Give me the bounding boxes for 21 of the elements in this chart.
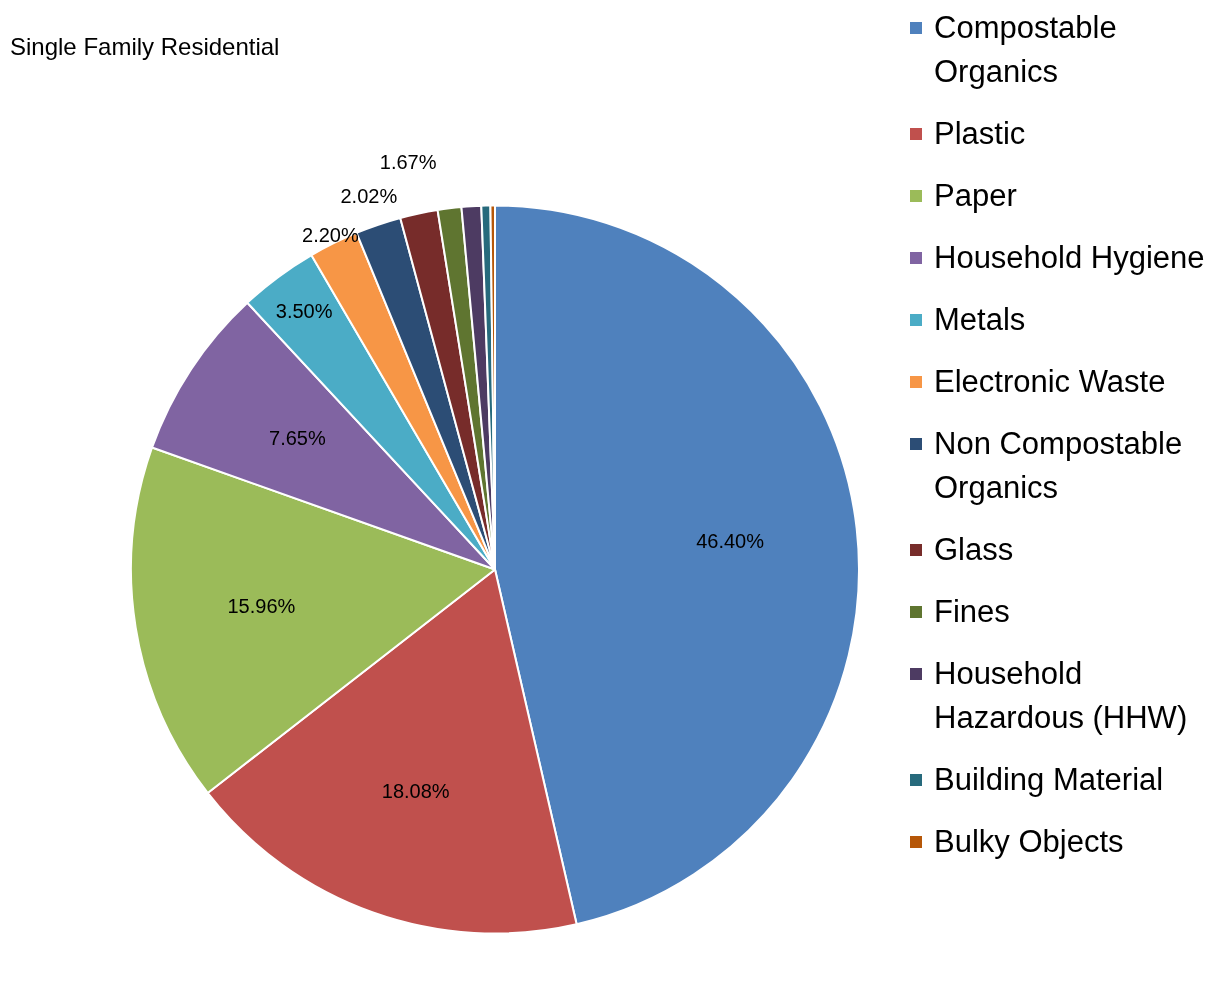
legend-label: Household Hazardous (HHW): [934, 655, 1189, 737]
data-label: 7.65%: [269, 426, 326, 449]
legend-label: Bulky Objects: [934, 823, 1124, 861]
text: Single Family Residential: [10, 33, 280, 61]
data-label: 2.20%: [302, 224, 359, 247]
legend-label: Electronic Waste: [934, 363, 1166, 401]
data-label: 3.50%: [275, 299, 333, 322]
legend-label: Paper: [934, 177, 1017, 215]
legend-label: Fines: [934, 593, 1010, 631]
legend-label: Glass: [934, 531, 1014, 569]
data-label: 46.40%: [696, 530, 765, 553]
data-label: 1.67%: [379, 151, 437, 174]
legend-label: Non Compostable Organics: [934, 425, 1184, 507]
data-label: 2.02%: [340, 184, 398, 207]
legend-label: Building Material: [934, 761, 1164, 799]
legend-label: Household Hygiene: [934, 239, 1205, 277]
legend-label: Plastic: [934, 115, 1026, 153]
data-label: 18.08%: [381, 779, 450, 802]
legend-label: Compostable Organics: [934, 9, 1118, 91]
data-label: 15.96%: [227, 594, 296, 617]
legend-label: Metals: [934, 301, 1026, 339]
